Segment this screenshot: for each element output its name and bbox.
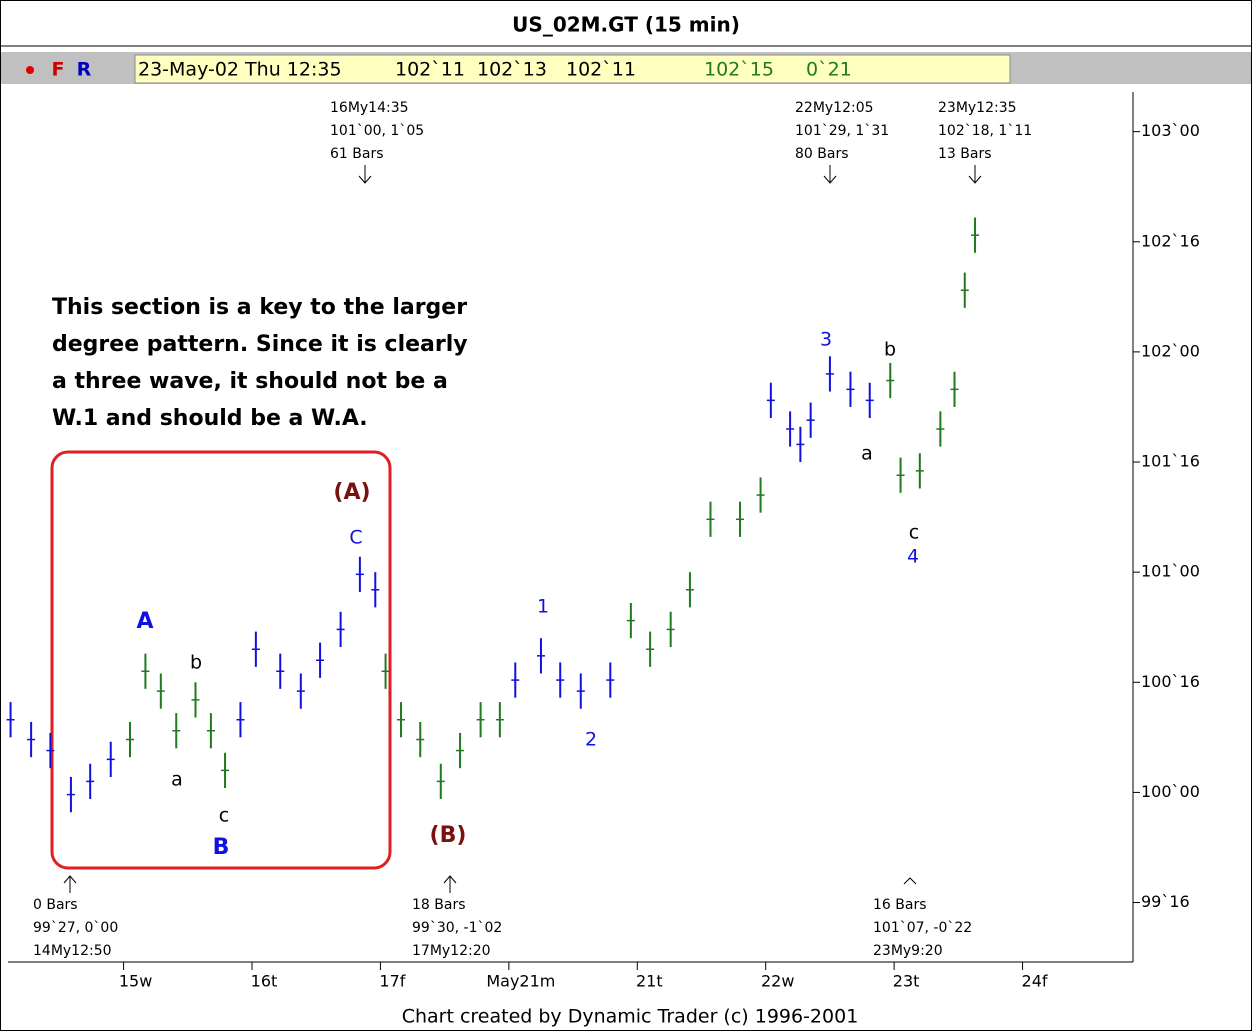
note-line: a three wave, it should not be a: [52, 369, 448, 394]
y-tick-label: 99`16: [1141, 892, 1190, 911]
x-tick-label: 22w: [761, 972, 794, 991]
x-tick-label: 15w: [119, 972, 152, 991]
record-dot: [26, 66, 34, 74]
wave-label: 4: [907, 546, 919, 568]
arrow: [443, 875, 457, 893]
quote-field: 0`21: [806, 59, 852, 81]
quote-field: 102`11: [566, 59, 636, 81]
wave-label: 3: [820, 329, 832, 351]
y-tick-label: 101`00: [1141, 562, 1200, 581]
note-line: W.1 and should be a W.A.: [52, 406, 368, 431]
y-tick-label: 102`00: [1141, 341, 1200, 360]
quote-field: 102`13: [477, 59, 547, 81]
y-tick-label: 103`00: [1141, 121, 1200, 140]
wave-label: C: [349, 527, 362, 549]
wave-label: (B): [430, 823, 467, 848]
wave-label: c: [219, 805, 229, 827]
wave-label: (A): [333, 480, 370, 505]
annotation-line: 23My12:35: [938, 100, 1017, 116]
quote-field: 102`11: [395, 59, 465, 81]
x-tick-label: 16t: [251, 972, 278, 991]
wave-label: 1: [537, 596, 549, 618]
annotation-line: 61 Bars: [330, 146, 384, 162]
chart-title: US_02M.GT (15 min): [512, 13, 740, 37]
quote-field: 102`15: [704, 59, 774, 81]
y-tick-label: 100`16: [1141, 672, 1200, 691]
x-tick-label: May21m: [486, 972, 555, 991]
annotation-line: 102`18, 1`11: [938, 123, 1032, 139]
arrow: [903, 877, 917, 885]
wave-label: B: [213, 835, 230, 860]
arrow: [63, 875, 77, 893]
annotation-line: 18 Bars: [412, 897, 466, 913]
quote-field: 23-May-02 Thu 12:35: [138, 59, 342, 81]
annotation-line: 101`00, 1`05: [330, 123, 424, 139]
toolbar-button: F: [52, 59, 65, 81]
wave-label: A: [136, 609, 153, 634]
annotation-line: 99`30, -1`02: [412, 920, 502, 936]
highlight-box: [50, 450, 392, 870]
quote-box: [134, 54, 1011, 84]
note-line: This section is a key to the larger: [52, 295, 467, 320]
y-tick-label: 102`16: [1141, 231, 1200, 250]
title-bar: [1, 1, 1251, 45]
y-tick-label: 101`16: [1141, 452, 1200, 471]
wave-label: 2: [585, 729, 597, 751]
annotation-line: 14My12:50: [33, 943, 112, 959]
toolbar-button: R: [77, 59, 92, 81]
x-tick-label: 24f: [1022, 972, 1048, 991]
y-tick-label: 100`00: [1141, 782, 1200, 801]
arrow: [968, 165, 982, 184]
wave-label: c: [909, 522, 919, 544]
annotation-line: 80 Bars: [795, 146, 849, 162]
arrow: [358, 165, 372, 184]
note-line: degree pattern. Since it is clearly: [52, 332, 468, 357]
annotation-line: 22My12:05: [795, 100, 874, 116]
annotation-line: 23My9:20: [873, 943, 943, 959]
x-tick-label: 23t: [893, 972, 920, 991]
wave-label: b: [190, 652, 202, 674]
wave-label: a: [171, 769, 183, 791]
annotation-line: 16My14:35: [330, 100, 409, 116]
annotation-line: 13 Bars: [938, 146, 992, 162]
annotation-line: 0 Bars: [33, 897, 78, 913]
annotation-line: 99`27, 0`00: [33, 920, 118, 936]
arrow: [823, 165, 837, 184]
x-tick-label: 17f: [379, 972, 405, 991]
annotation-line: 17My12:20: [412, 943, 491, 959]
x-tick-label: 21t: [636, 972, 663, 991]
wave-label: a: [861, 443, 873, 465]
annotation-line: 16 Bars: [873, 897, 927, 913]
footer: Chart created by Dynamic Trader (c) 1996…: [402, 1006, 859, 1028]
annotation-line: 101`07, -0`22: [873, 920, 972, 936]
annotation-line: 101`29, 1`31: [795, 123, 889, 139]
wave-label: b: [884, 339, 896, 361]
